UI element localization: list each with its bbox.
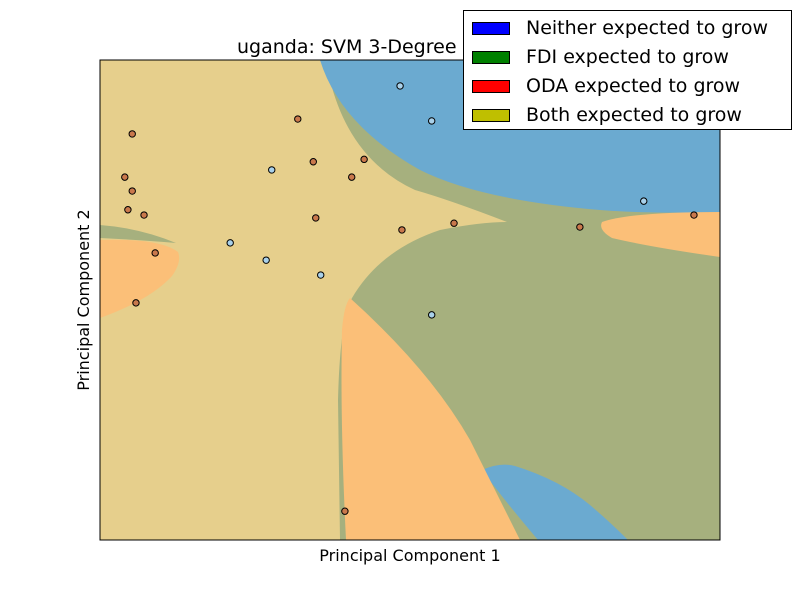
scatter-point-16 [640,197,648,205]
scatter-point-24 [341,507,349,515]
region-fdi-left [100,225,176,243]
scatter-point-7 [268,166,276,174]
scatter-point-23 [428,311,436,319]
legend-swatch-neither [472,21,510,35]
scatter-point-10 [124,206,132,214]
legend-item-fdi: FDI expected to grow [472,46,729,68]
scatter-point-22 [132,299,140,307]
y-axis-label: Principal Component 2 [74,209,93,390]
scatter-point-2 [128,130,136,138]
scatter-point-5 [360,155,368,164]
legend-swatch-oda [472,79,510,93]
region-oda-left [100,239,180,318]
plot-frame [99,59,721,541]
region-oda-right [601,212,720,257]
region-oda-bottom [341,298,520,540]
legend-item-neither: Neither expected to grow [472,17,768,39]
region-neither-bottom [482,464,628,540]
legend-label-fdi: FDI expected to grow [526,46,729,68]
scatter-point-14 [398,226,406,234]
points-layer [121,82,698,515]
scatter-point-20 [151,249,159,257]
scatter-point-11 [140,211,148,219]
scatter-point-9 [128,187,136,195]
scatter-point-12 [312,214,320,222]
scatter-point-8 [121,173,129,181]
legend: Neither expected to grow FDI expected to… [463,10,792,130]
legend-swatch-both [472,108,510,122]
legend-label-neither: Neither expected to grow [526,17,768,39]
scatter-point-18 [226,239,234,247]
x-axis-label: Principal Component 1 [319,546,500,565]
scatter-point-15 [576,223,584,231]
scatter-point-19 [262,256,270,264]
legend-label-oda: ODA expected to grow [526,75,741,97]
scatter-point-3 [294,115,302,123]
legend-item-oda: ODA expected to grow [472,75,741,97]
scatter-point-1 [428,117,436,125]
scatter-point-0 [396,82,404,90]
legend-label-both: Both expected to grow [526,104,742,126]
scatter-point-13 [450,219,458,227]
scatter-point-6 [348,173,356,181]
scatter-point-4 [309,158,317,166]
legend-item-both: Both expected to grow [472,104,742,126]
chart-title: uganda: SVM 3-Degree [237,36,457,58]
scatter-point-21 [317,271,325,279]
legend-swatch-fdi [472,50,510,64]
scatter-point-17 [690,211,698,219]
